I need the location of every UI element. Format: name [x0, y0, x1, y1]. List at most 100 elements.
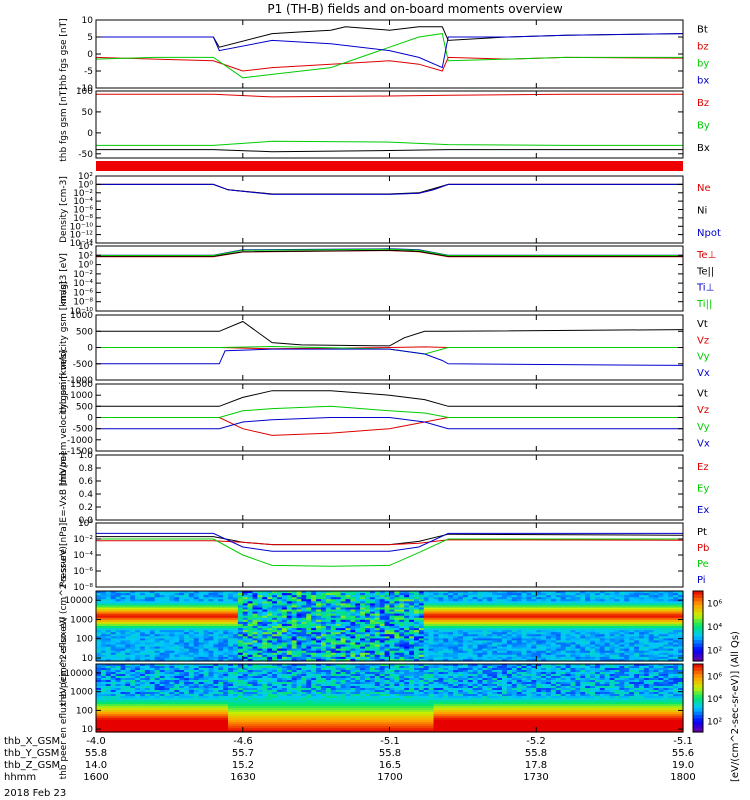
heatmap-cell	[595, 599, 601, 602]
heatmap-cell	[472, 621, 479, 625]
heatmap-cell	[179, 609, 185, 613]
heatmap-cell	[335, 615, 342, 619]
heatmap-cell	[453, 623, 459, 627]
heatmap-cell	[247, 642, 254, 646]
heatmap-cell	[653, 638, 660, 642]
heatmap-cell	[144, 702, 151, 705]
heatmap-cell	[100, 617, 107, 621]
heatmap-cell	[433, 630, 439, 633]
heatmap-cell	[511, 632, 518, 635]
heatmap-cell	[174, 642, 180, 646]
heatmap-cell	[599, 644, 606, 648]
heatmap-cell	[125, 621, 131, 625]
heatmap-cell	[213, 593, 219, 596]
heatmap-cell	[321, 658, 327, 662]
heatmap-cell	[350, 601, 356, 604]
heatmap-cell	[257, 595, 263, 598]
heatmap-cell	[115, 628, 122, 631]
heatmap-cell	[125, 710, 131, 713]
heatmap-cell	[599, 613, 606, 617]
heatmap-cell	[135, 644, 141, 648]
heatmap-cell	[193, 654, 200, 658]
heatmap-cell	[497, 634, 503, 637]
heatmap-cell	[164, 666, 170, 669]
heatmap-cell	[609, 593, 616, 596]
heatmap-cell	[335, 654, 342, 658]
heatmap-cell	[105, 601, 112, 604]
heatmap-cell	[316, 617, 322, 621]
heatmap-cell	[570, 652, 576, 656]
heatmap-cell	[125, 664, 131, 667]
heatmap-cell	[595, 615, 601, 619]
heatmap-cell	[174, 632, 180, 635]
heatmap-cell	[663, 626, 669, 629]
heatmap-cell	[458, 601, 464, 604]
heatmap-cell	[281, 609, 288, 613]
heatmap-cell	[550, 640, 557, 644]
heatmap-cell	[169, 646, 175, 650]
heatmap-cell	[130, 658, 136, 662]
heatmap-cell	[629, 650, 635, 654]
heatmap-cell	[384, 652, 391, 656]
heatmap-cell	[169, 603, 175, 607]
heatmap-cell	[188, 611, 195, 615]
heatmap-cell	[541, 617, 547, 621]
heatmap-cell	[590, 591, 596, 594]
heatmap-cell	[448, 650, 454, 654]
heatmap-cell	[325, 609, 332, 613]
heatmap-cell	[629, 634, 635, 637]
heatmap-cell	[350, 656, 356, 660]
heatmap-cell	[164, 674, 170, 677]
heatmap-cell	[609, 644, 616, 648]
heatmap-cell	[149, 628, 156, 631]
heatmap-cell	[115, 609, 122, 613]
heatmap-cell	[609, 634, 616, 637]
heatmap-cell	[228, 648, 234, 652]
heatmap-cell	[526, 597, 532, 600]
heatmap-cell	[663, 601, 669, 604]
heatmap-cell	[575, 642, 581, 646]
heatmap-cell	[492, 634, 498, 637]
heatmap-cell	[526, 607, 532, 611]
heatmap-cell	[604, 626, 611, 629]
heatmap-cell	[277, 621, 283, 625]
heatmap-cell	[96, 628, 102, 631]
heatmap-cell	[110, 696, 117, 699]
heatmap-cell	[140, 708, 146, 711]
heatmap-cell	[443, 654, 449, 658]
heatmap-cell	[130, 623, 136, 627]
heatmap-cell	[164, 730, 170, 733]
heatmap-cell	[100, 603, 107, 607]
heatmap-cell	[365, 611, 371, 615]
heatmap-cell	[404, 626, 410, 629]
heatmap-cell	[272, 658, 278, 662]
heatmap-cell	[237, 613, 244, 617]
heatmap-cell	[130, 686, 136, 689]
heatmap-cell	[140, 714, 146, 717]
heatmap-cell	[546, 607, 552, 611]
heatmap-cell	[228, 603, 234, 607]
heatmap-cell	[409, 611, 415, 615]
heatmap-cell	[599, 630, 606, 633]
heatmap-cell	[477, 603, 484, 607]
colorbar-cell	[693, 615, 703, 620]
heatmap-cell	[110, 722, 117, 725]
heatmap-cell	[345, 605, 351, 609]
heatmap-cell	[184, 621, 190, 625]
heatmap-cell	[516, 656, 523, 660]
heatmap-cell	[506, 636, 513, 639]
heatmap-cell	[492, 630, 498, 633]
heatmap-cell	[619, 648, 625, 652]
heatmap-cell	[590, 605, 596, 609]
heatmap-cell	[404, 623, 410, 627]
heatmap-cell	[135, 593, 141, 596]
y-tick-label: 10⁻⁴	[73, 279, 93, 289]
heatmap-cell	[306, 595, 312, 598]
heatmap-cell	[208, 603, 214, 607]
heatmap-cell	[448, 599, 454, 602]
heatmap-cell	[252, 640, 258, 644]
heatmap-cell	[100, 678, 107, 681]
heatmap-cell	[188, 607, 195, 611]
heatmap-cell	[384, 636, 391, 639]
